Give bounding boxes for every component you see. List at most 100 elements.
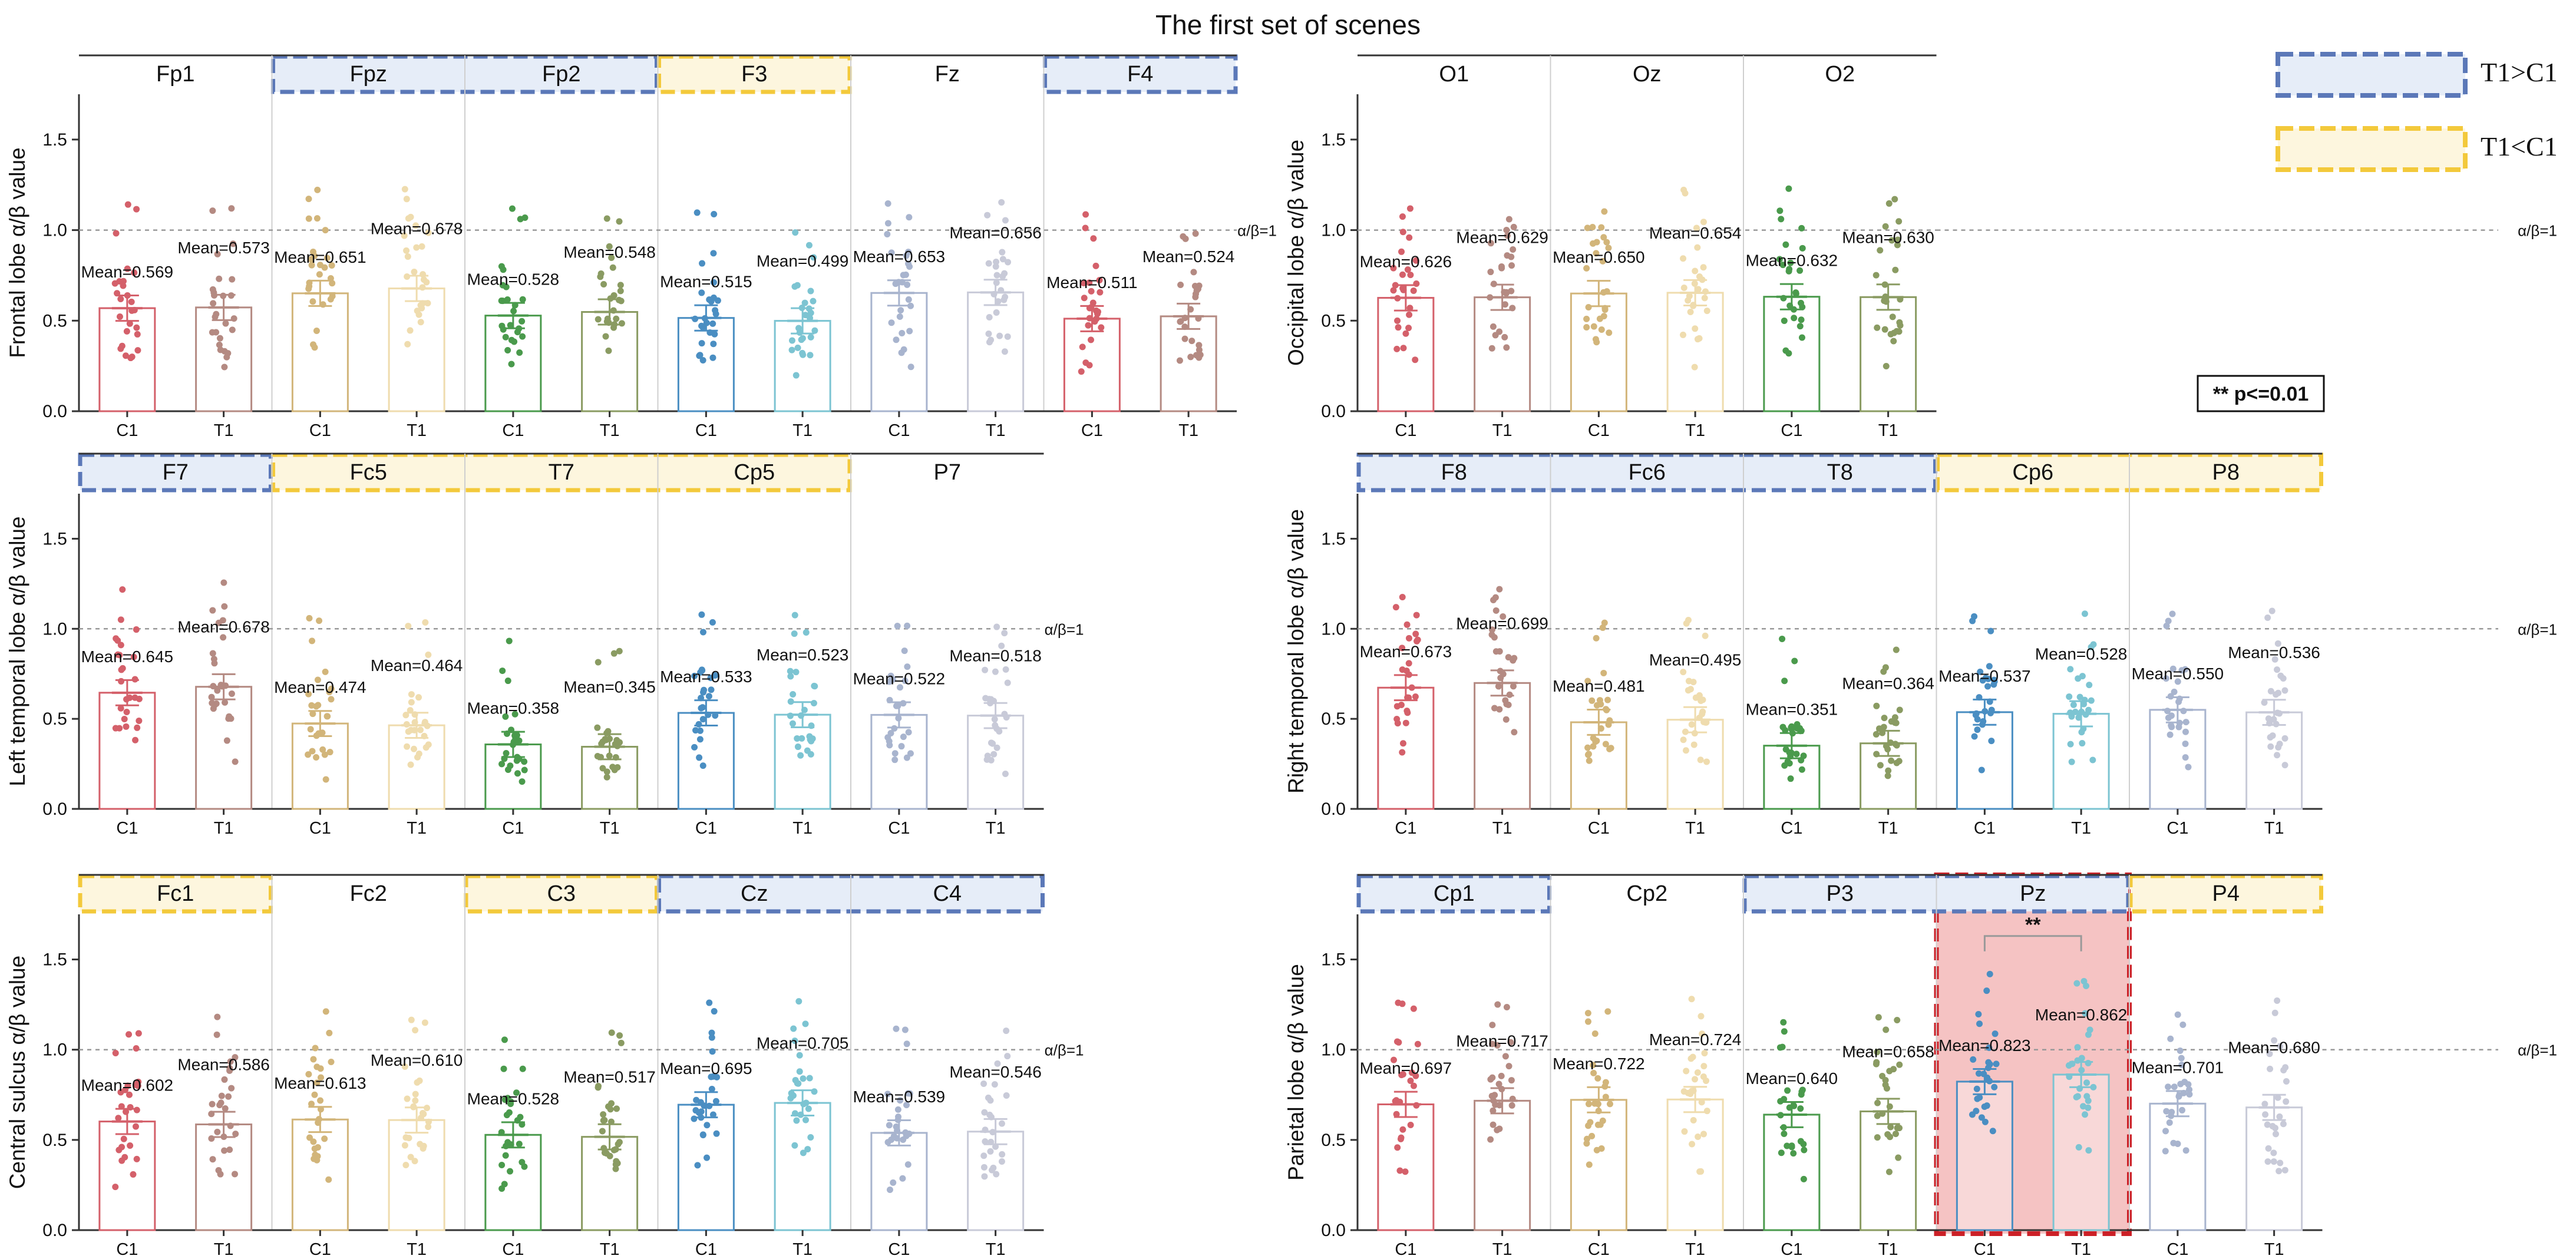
data-point [1591, 1030, 1599, 1037]
data-point [123, 723, 130, 730]
data-point [2086, 1026, 2093, 1033]
data-point [987, 1097, 994, 1104]
data-point [1001, 270, 1008, 277]
data-point [1505, 654, 1512, 661]
data-point [401, 1063, 408, 1070]
y-tick-label: 0.5 [42, 709, 67, 729]
data-point [1700, 219, 1707, 226]
x-tick-label: C1 [116, 1240, 138, 1259]
data-point [305, 751, 312, 758]
data-point [2267, 743, 2274, 750]
data-point [1395, 324, 1402, 331]
data-point [708, 1085, 715, 1092]
data-point [2264, 1158, 2271, 1165]
mean-label: Mean=0.602 [81, 1076, 173, 1095]
data-point [123, 328, 130, 335]
data-point [1889, 313, 1896, 320]
data-point [1883, 1026, 1890, 1033]
y-tick-label: 1.0 [42, 1040, 67, 1060]
bar-parietal-cp1-t1 [1474, 1099, 1531, 1231]
data-point [1004, 1053, 1011, 1060]
data-point [790, 1025, 797, 1032]
data-point [884, 200, 891, 207]
data-point [709, 1111, 716, 1118]
data-point [894, 623, 901, 630]
data-point [599, 1128, 606, 1135]
data-point [1986, 970, 1993, 977]
data-point [133, 1045, 140, 1052]
data-point [121, 716, 128, 723]
x-tick-label: C1 [1395, 1240, 1416, 1259]
data-point [216, 341, 223, 348]
data-point [1488, 345, 1495, 352]
data-point [127, 1142, 134, 1149]
y-tick-label: 0.0 [1321, 1221, 1346, 1240]
data-point [1501, 333, 1508, 341]
data-point [696, 727, 704, 734]
data-point [1190, 269, 1197, 276]
data-point [519, 1065, 526, 1072]
x-tick-label: T1 [407, 819, 427, 838]
data-point [792, 669, 800, 676]
mean-label: Mean=0.658 [1842, 1042, 1934, 1060]
bar-frontal-f4-t1 [1160, 315, 1217, 412]
data-point [1797, 1105, 1804, 1112]
y-tick-label: 0.0 [42, 1221, 67, 1240]
data-point [1680, 669, 1687, 676]
data-point [401, 1142, 408, 1149]
data-point [1689, 1141, 1696, 1148]
data-point [123, 708, 130, 715]
data-point [712, 1098, 719, 1105]
data-point [135, 1030, 142, 1037]
data-point [1778, 216, 1785, 223]
data-point [1080, 280, 1087, 287]
data-point [1088, 288, 1095, 295]
data-point [1491, 1092, 1498, 1099]
data-point [1892, 1131, 1899, 1138]
data-point [417, 726, 424, 733]
data-point [1984, 683, 1992, 690]
x-tick-label: T1 [792, 1240, 813, 1259]
data-point [115, 1115, 122, 1122]
data-point [900, 272, 907, 279]
data-point [326, 749, 333, 756]
data-point [699, 356, 706, 364]
data-point [2067, 666, 2074, 673]
data-point [305, 1070, 312, 1078]
data-point [1491, 634, 1498, 641]
data-point [1697, 697, 1705, 704]
data-point [1393, 345, 1401, 352]
data-point [1603, 239, 1610, 246]
mean-label: Mean=0.481 [1553, 677, 1644, 695]
data-point [313, 1079, 321, 1086]
data-point [416, 1077, 423, 1084]
data-point [2182, 728, 2189, 735]
data-point [899, 329, 906, 336]
data-point [709, 1048, 716, 1055]
data-point [1593, 635, 1600, 642]
data-point [1695, 1133, 1702, 1140]
data-point [1002, 666, 1009, 673]
data-point [2281, 762, 2288, 769]
data-point [1491, 705, 1498, 712]
y-axis-label: Left temporal lobe α/β value [5, 516, 29, 786]
data-point [1970, 1056, 1977, 1063]
data-point [1794, 725, 1801, 732]
y-tick-label: 1.5 [42, 130, 67, 150]
mean-label: Mean=0.524 [1142, 247, 1234, 266]
data-point [1989, 1128, 1996, 1135]
data-point [1599, 257, 1606, 265]
data-point [810, 254, 817, 261]
data-point [2276, 1113, 2283, 1120]
data-point [226, 1065, 233, 1072]
data-point [1005, 259, 1012, 266]
data-point [893, 1025, 900, 1032]
mean-label: Mean=0.722 [1553, 1055, 1644, 1073]
mean-label: Mean=0.586 [177, 1056, 269, 1074]
data-point [500, 1065, 507, 1072]
bar-frontal-fpz-c1 [291, 292, 349, 412]
data-point [1510, 657, 1517, 664]
data-point [214, 687, 221, 694]
header-highlight-yellow [657, 54, 852, 94]
reference-line-label: α/β=1 [1045, 620, 1084, 638]
